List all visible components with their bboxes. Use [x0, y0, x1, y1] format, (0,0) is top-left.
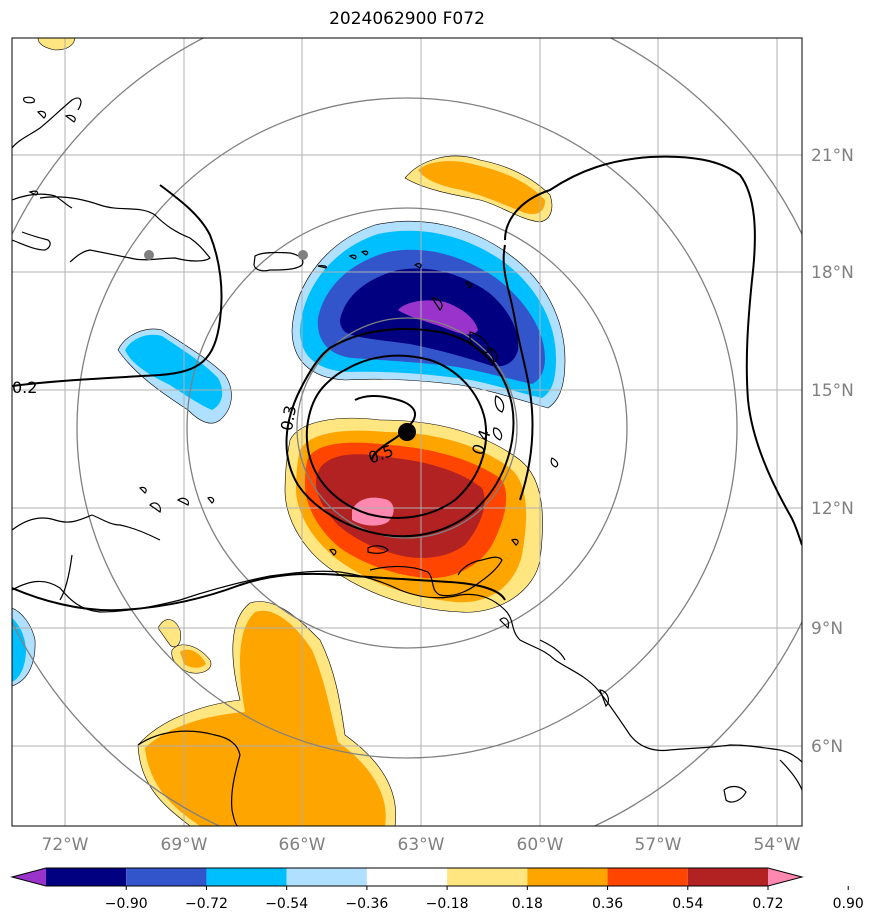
grey-marker-1 — [144, 250, 154, 260]
latitude-labels: 21°N 18°N 15°N 12°N 9°N 6°N — [811, 146, 854, 757]
colorbar-segment — [607, 868, 688, 886]
colorbar-segment — [12, 868, 46, 886]
colorbar-segment — [126, 868, 207, 886]
lat-label-15n: 15°N — [811, 381, 854, 401]
lon-label-63w: 63°W — [398, 835, 445, 855]
lat-label-6n: 6°N — [811, 737, 843, 757]
colorbar-tick-label: −0.18 — [426, 896, 469, 912]
lon-label-69w: 69°W — [161, 835, 208, 855]
colorbar-segment — [527, 868, 608, 886]
gridlines — [12, 38, 802, 826]
colorbar-tick-label: 0.90 — [833, 896, 864, 912]
colorbar-segment — [447, 868, 528, 886]
map-title: 2024062900 F072 — [329, 9, 485, 29]
lon-label-66w: 66°W — [279, 835, 326, 855]
contour-lines — [12, 155, 802, 612]
colorbar-segment — [366, 868, 448, 886]
colorbar-segment — [46, 868, 127, 886]
colorbar-segment — [206, 868, 287, 886]
lon-label-72w: 72°W — [42, 835, 89, 855]
colorbar-outline — [10, 867, 804, 887]
lat-label-21n: 21°N — [811, 146, 854, 166]
colorbar-tick-label: −0.72 — [185, 896, 228, 912]
map-plot-area: 0.2 0.3 0.4 0.5 — [12, 38, 802, 826]
negative-anomaly-purple — [398, 300, 478, 335]
grey-marker-2 — [298, 250, 308, 260]
colorbar-tick-label: 0.54 — [672, 896, 703, 912]
lon-label-57w: 57°W — [635, 835, 682, 855]
plot-frame — [11, 37, 803, 827]
positive-anomaly-pink — [352, 497, 394, 526]
lon-label-60w: 60°W — [517, 835, 564, 855]
lat-label-9n: 9°N — [811, 619, 843, 639]
longitude-labels: 72°W 69°W 66°W 63°W 60°W 57°W 54°W — [42, 835, 801, 855]
colorbar-tick-label: 0.72 — [752, 896, 783, 912]
storm-center-marker — [398, 423, 416, 441]
colorbar: −0.90 −0.72 −0.54 −0.36 −0.18 0.18 0.36 0.54 0.7… — [10, 867, 864, 912]
colorbar-tick-label: −0.90 — [105, 896, 148, 912]
colorbar-segment — [768, 868, 802, 886]
range-rings — [12, 38, 802, 826]
colorbar-tick-label: −0.54 — [265, 896, 308, 912]
colorbar-tick-label: 0.36 — [592, 896, 623, 912]
colorbar-tick-label: −0.36 — [345, 896, 388, 912]
colorbar-segment — [687, 868, 768, 886]
contour-label-0-3: 0.3 — [277, 404, 300, 432]
colorbar-segment — [286, 868, 367, 886]
lat-label-18n: 18°N — [811, 263, 854, 283]
contour-label-0-2: 0.2 — [12, 378, 37, 397]
lat-label-12n: 12°N — [811, 499, 854, 519]
colorbar-tick-label: 0.18 — [512, 896, 543, 912]
lon-label-54w: 54°W — [754, 835, 801, 855]
